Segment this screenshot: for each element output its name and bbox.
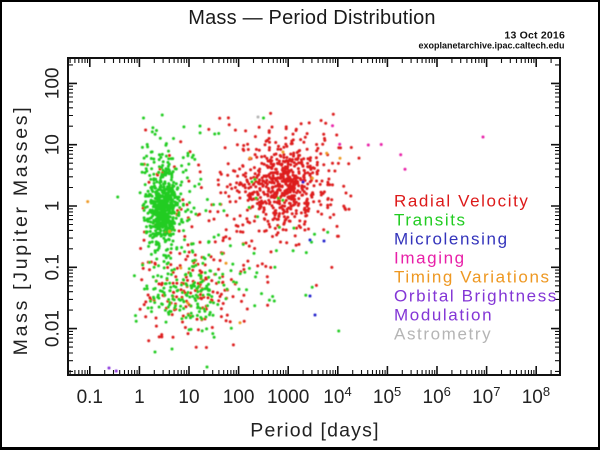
svg-text:0.1: 0.1 — [77, 387, 103, 408]
svg-text:Astrometry: Astrometry — [394, 325, 492, 344]
svg-text:10: 10 — [43, 134, 64, 155]
svg-text:1000: 1000 — [267, 387, 309, 408]
svg-text:Microlensing: Microlensing — [394, 230, 509, 249]
svg-text:100: 100 — [223, 387, 255, 408]
svg-text:0.1: 0.1 — [43, 254, 64, 280]
svg-text:Radial Velocity: Radial Velocity — [394, 192, 530, 211]
svg-text:Transits: Transits — [394, 211, 467, 230]
svg-text:Imaging: Imaging — [394, 249, 466, 268]
svg-text:Mass [Jupiter Masses]: Mass [Jupiter Masses] — [10, 105, 32, 356]
svg-text:exoplanetarchive.ipac.caltech.: exoplanetarchive.ipac.caltech.edu — [418, 41, 564, 51]
svg-text:1: 1 — [43, 201, 64, 212]
svg-text:Modulation: Modulation — [394, 306, 493, 325]
svg-text:100: 100 — [43, 68, 64, 100]
svg-text:1: 1 — [134, 387, 145, 408]
svg-text:Period [days]: Period [days] — [250, 420, 379, 442]
svg-text:Orbital Brightness: Orbital Brightness — [394, 287, 558, 306]
svg-text:13 Oct 2016: 13 Oct 2016 — [504, 30, 565, 42]
svg-text:Timing Variations: Timing Variations — [394, 268, 551, 287]
svg-text:Mass — Period Distribution: Mass — Period Distribution — [188, 7, 436, 29]
svg-text:10: 10 — [178, 387, 199, 408]
svg-text:0.01: 0.01 — [43, 310, 64, 347]
